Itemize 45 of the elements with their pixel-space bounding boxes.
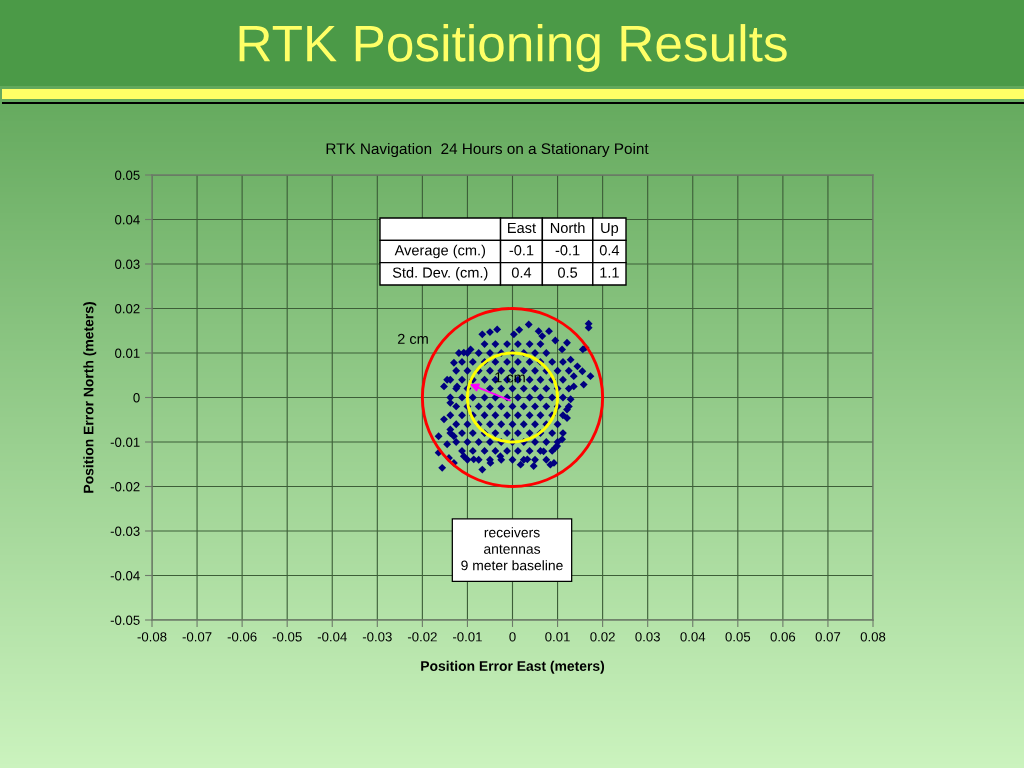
annotation: receivers antennas 9 meter baseline [461,527,563,571]
y-axis-title: Position Error North (meters) [83,302,97,493]
x-tick-label: 0.08 [860,632,886,642]
category-label: Up [601,222,619,236]
y-tick-label: 0.03 [115,259,140,269]
y-tick-label: -0.01 [110,437,140,447]
category-label: North [550,222,585,234]
x-tick-label: -0.04 [317,632,347,642]
x-tick-label: 0 [509,632,516,642]
x-tick-label: 0.05 [725,632,751,642]
text: -0.1 [555,245,580,256]
y-tick-label: -0.03 [110,526,140,536]
text: 0.4 [511,267,532,278]
text: 1.1 [600,267,619,278]
x-tick-label: -0.07 [182,632,212,642]
text: 0.4 [599,245,620,256]
y-tick-label: 0.02 [115,304,140,314]
y-tick-label: 0.01 [115,348,140,358]
x-tick-label: 0.06 [770,632,796,642]
annotation: 2 cm [397,333,428,345]
text: 0.5 [558,267,578,278]
category-label: East [508,222,536,234]
x-axis-title: Position Error East (meters) [421,660,605,674]
x-tick-label: -0.05 [272,632,302,642]
category-label: Average (cm.) [394,244,486,259]
y-tick-label: -0.04 [110,571,140,581]
x-tick-label: -0.01 [452,632,482,642]
category-label: Std. Dev. (cm.) [392,267,488,281]
x-tick-label: -0.02 [407,632,437,642]
x-tick-label: -0.03 [362,632,392,642]
x-tick-label: 0.03 [635,632,660,642]
y-tick-label: -0.02 [110,482,140,492]
y-tick-label: 0 [133,393,140,403]
x-tick-label: 0.07 [815,632,841,642]
x-tick-label: -0.08 [137,632,167,642]
x-tick-label: -0.06 [227,632,257,642]
x-tick-label: 0.04 [680,632,706,642]
chart-subtitle: RTK Navigation 24 Hours on a Stationary Point [326,142,649,158]
y-tick-label: -0.05 [110,615,140,625]
text: -0.1 [509,245,534,256]
chart-title: RTK Positioning Results [239,24,787,72]
x-tick-label: 0.02 [590,632,615,642]
y-tick-label: 0.05 [115,170,140,180]
y-tick-label: 0.04 [115,215,140,225]
x-tick-label: 0.01 [545,632,570,642]
